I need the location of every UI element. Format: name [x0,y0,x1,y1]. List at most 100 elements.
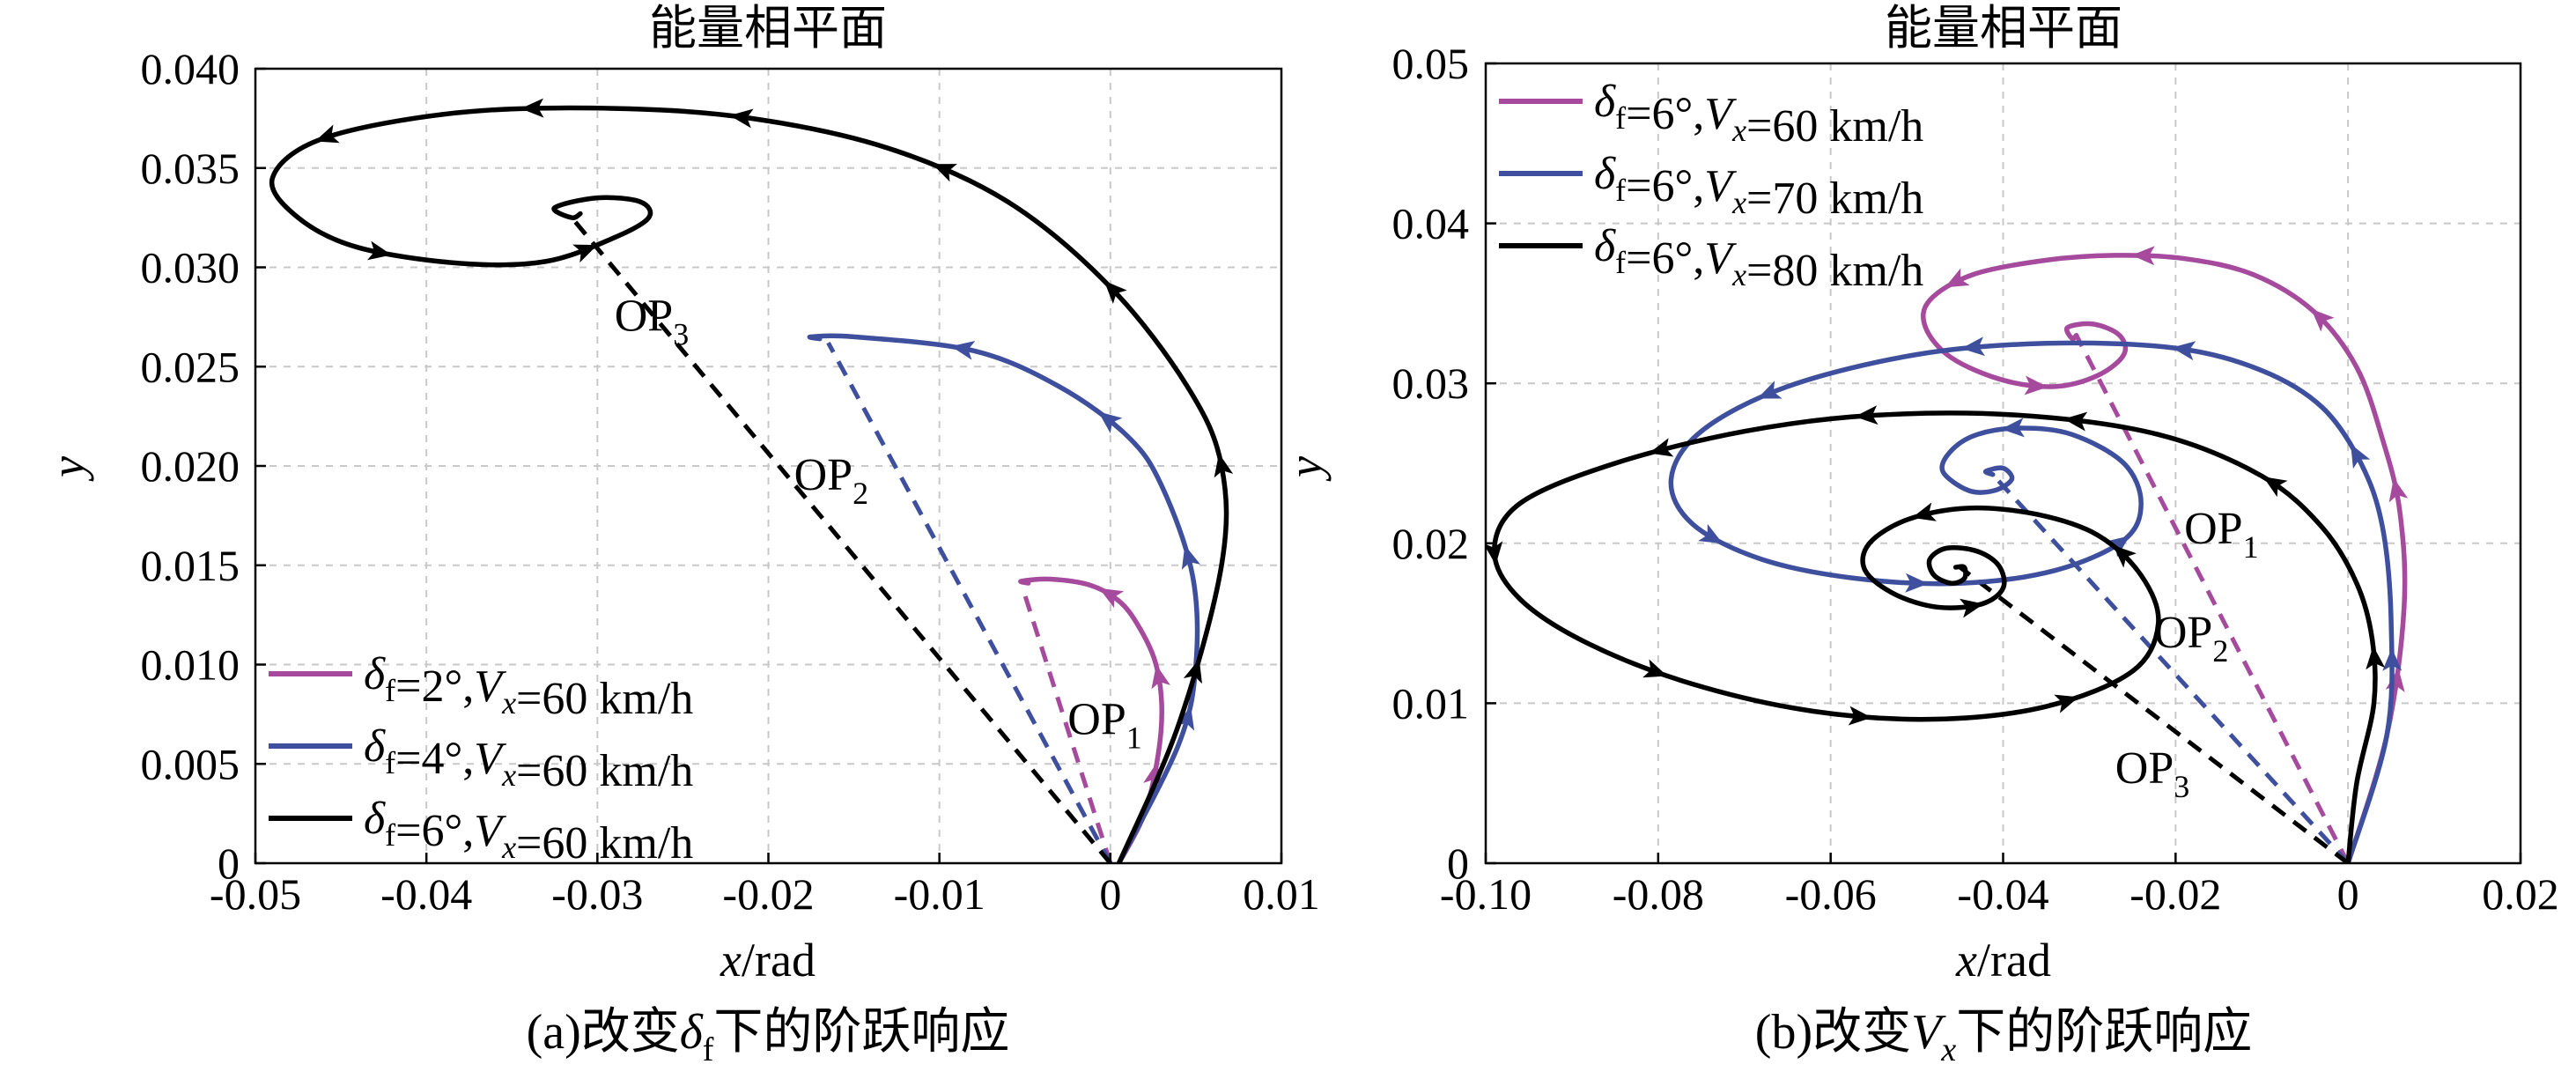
panel-a-x-axis-label: x/rad [720,934,816,987]
direction-arrow [2001,418,2025,438]
direction-arrow [2131,246,2155,266]
panel-a-y-axis-label: y [41,456,94,482]
x-tick-label: 0 [2337,869,2359,919]
y-tick-label: 0 [218,839,240,888]
direction-arrow [2366,646,2386,670]
direction-arrow [1183,659,1202,684]
panel-b-annotations: OP1 OP2 OP3 [2115,504,2259,804]
direction-arrow [2388,477,2409,503]
panel-b: 能量相平面 -0.10 -0.08 -0.06 -0.04 -0.02 0 0.02 0 0.0… [1279,0,2559,1068]
legend-label: δf=6°,Vx=70 km/h [1594,149,1923,224]
y-tick-label: 0.025 [141,342,240,391]
trajectory-line [1921,253,2408,863]
x-tick-label: -0.06 [1785,869,1877,919]
operating-point-label: OP2 [2154,608,2228,669]
legend-label: δf=6°,Vx=60 km/h [1594,77,1923,152]
x-tick-label: -0.08 [1613,869,1704,919]
direction-arrow [1098,411,1123,433]
panel-a-grid [255,69,1281,863]
direction-arrow [1911,502,1937,521]
x-tick-label: -0.04 [380,869,472,919]
x-tick-label: -0.10 [1440,869,1532,919]
direction-arrow [1151,664,1170,690]
direction-arrow [2063,411,2088,432]
panel-a-legend: δf=2°,Vx=60 km/hδf=4°,Vx=60 km/hδf=6°,Vx… [269,649,693,868]
operating-point-label: OP1 [1067,694,1141,755]
direction-arrow [1181,544,1201,570]
panel-a-ticks: -0.05 -0.04 -0.03 -0.02 -0.01 0 0.010 0.005 0.01… [141,44,1320,919]
direction-arrow [729,108,754,129]
equilibrium-dashed-line [570,216,1112,863]
direction-arrow [572,244,598,263]
direction-arrow [1848,706,1872,726]
direction-arrow [950,340,976,360]
direction-arrow [520,98,544,118]
panel-a-series [269,98,1234,863]
equilibrium-dashed-line [1959,565,2350,863]
panel-a-reference-lines [570,216,1113,863]
direction-arrow [932,164,957,182]
direction-arrow [1961,336,1985,357]
panel-a-caption: (a)改变δf下的阶跃响应 [527,1005,1010,1068]
direction-arrow [1757,381,1783,399]
x-tick-label: -0.05 [210,869,301,919]
direction-arrow [2024,375,2048,395]
panel-b-caption: (b)改变Vx下的阶跃响应 [1755,1005,2252,1068]
panel-b-reference-lines [1959,334,2351,863]
equilibrium-dashed-line [2074,334,2351,863]
trajectory-line [1492,410,2378,863]
y-tick-label: 0.04 [1392,199,1470,248]
y-tick-label: 0.03 [1392,358,1470,408]
x-tick-label: -0.02 [2129,869,2221,919]
direction-arrow [2311,308,2335,332]
equilibrium-dashed-line [1022,594,1113,863]
legend-label: δf=6°,Vx=80 km/h [1594,221,1923,296]
y-tick-label: 0.01 [1392,678,1470,728]
legend-label: δf=4°,Vx=60 km/h [364,721,693,796]
y-tick-label: 0 [1447,839,1469,888]
y-tick-label: 0.005 [141,739,240,788]
y-tick-label: 0.05 [1392,39,1470,88]
equilibrium-dashed-line [826,341,1113,863]
direction-arrow [367,240,392,261]
direction-arrow [2054,694,2079,713]
x-tick-label: -0.01 [894,869,985,919]
y-tick-label: 0.010 [141,640,240,690]
panel-b-x-axis-label: x/rad [1955,934,2051,987]
y-tick-label: 0.020 [141,441,240,491]
trajectory-line [1668,340,2395,863]
legend-label: δf=2°,Vx=60 km/h [364,649,693,724]
panel-b-legend: δf=6°,Vx=60 km/hδf=6°,Vx=70 km/hδf=6°,Vx… [1499,77,1923,296]
operating-point-label: OP3 [615,292,689,352]
operating-point-label: OP1 [2184,504,2258,565]
direction-arrow [1103,280,1127,304]
y-tick-label: 0.030 [141,243,240,292]
x-tick-label: -0.03 [551,869,643,919]
panel-a: 能量相平面 -0.05 -0.04 -0.03 -0.02 -0.01 0 0.010 0.0… [41,0,1320,1068]
direction-arrow [314,124,340,144]
direction-arrow [1649,438,1674,457]
panel-b-ticks: -0.10 -0.08 -0.06 -0.04 -0.02 0 0.02 0 0.01 0.02 0… [1392,39,2559,919]
direction-arrow [1486,541,1503,565]
panel-a-annotations: OP1 OP2 OP3 [615,292,1142,756]
panel-a-title: 能量相平面 [649,0,887,55]
x-tick-label: -0.02 [722,869,814,919]
direction-arrow [1214,453,1234,478]
x-tick-label: 0.02 [2482,869,2559,919]
panel-b-title: 能量相平面 [1885,0,2122,55]
direction-arrow [1642,659,1668,678]
direction-arrow [2351,444,2371,469]
direction-arrow [2262,477,2288,498]
operating-point-label: OP2 [794,450,868,511]
direction-arrow [1099,588,1125,609]
direction-arrow [1959,598,1984,618]
y-tick-label: 0.02 [1392,519,1470,568]
y-tick-label: 0.015 [141,541,240,590]
direction-arrow [2382,647,2403,671]
direction-arrow [1698,523,1723,544]
trajectory-line [269,105,1229,863]
operating-point-label: OP3 [2115,743,2189,804]
y-tick-label: 0.035 [141,144,240,193]
y-tick-label: 0.040 [141,44,240,93]
